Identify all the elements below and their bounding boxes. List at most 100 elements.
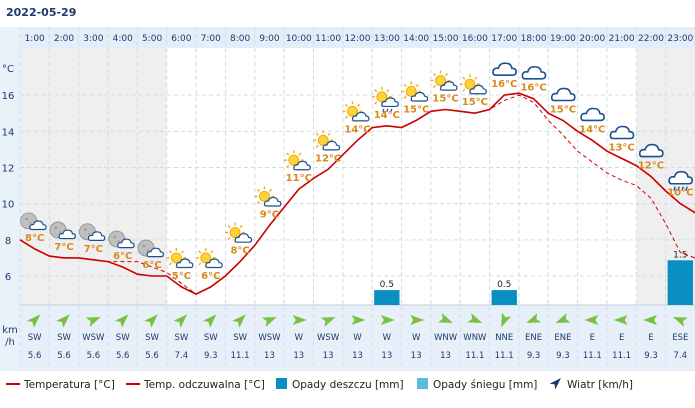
sun-cloud-icon <box>225 222 253 243</box>
night-partly-cloudy-icon <box>78 223 106 241</box>
wind-speed: 11.1 <box>231 351 250 361</box>
wind-arrow-shape <box>555 313 571 324</box>
cloud-shape <box>87 231 106 241</box>
night-shading <box>20 48 167 305</box>
wind-arrow-icon <box>26 314 41 328</box>
legend-label: Temperatura [°C] <box>23 379 115 391</box>
hour-label: 23:00 <box>667 34 693 44</box>
moon-crater <box>29 221 32 224</box>
sun-ray <box>474 76 478 80</box>
wind-arrow-shape <box>292 315 307 325</box>
wind-arrow-shape <box>672 316 688 327</box>
wind-direction: E <box>648 333 653 343</box>
wind-arrow-shape <box>467 313 483 324</box>
wind-direction: ENE <box>525 333 542 343</box>
wind-direction: SW <box>57 333 71 343</box>
wind-arrow-shape <box>584 315 599 325</box>
wind-speed: 11.1 <box>465 351 484 361</box>
wind-speed: 13 <box>440 351 451 361</box>
cloud-rain-icon <box>668 170 694 191</box>
legend-label: Temp. odczuwalna [°C] <box>143 379 265 391</box>
sun-ray <box>415 83 419 87</box>
y-tick-label: 14 <box>2 127 15 138</box>
cloud-icon <box>550 87 576 102</box>
sun-ray <box>168 250 172 254</box>
wind-speed: 11.1 <box>583 351 602 361</box>
sun-ray <box>298 152 302 156</box>
sun-disc <box>376 91 388 103</box>
sun-ray <box>374 101 378 105</box>
hour-label: 19:00 <box>550 34 576 44</box>
wind-speed: 5.6 <box>116 351 130 361</box>
hour-label: 12:00 <box>345 34 371 44</box>
sun-disc <box>229 227 241 238</box>
hourly-temp-label: 6°C <box>142 260 161 271</box>
sun-ray <box>315 132 319 136</box>
cloud-shape <box>609 125 635 140</box>
hourly-temp-label: 16°C <box>520 83 546 94</box>
wind-speed: 11.1 <box>495 351 514 361</box>
sun-disc <box>464 78 476 90</box>
sun-disc <box>435 75 446 86</box>
sun-cloud-icon <box>459 74 487 95</box>
wind-direction: W <box>295 333 304 343</box>
rain-drop <box>390 108 393 113</box>
hour-label: 14:00 <box>403 34 429 44</box>
wind-speed: 13 <box>264 351 275 361</box>
weather-icons <box>20 62 694 269</box>
hour-label: 9:00 <box>259 34 279 44</box>
cloud-icon <box>492 62 517 76</box>
cloud-shape <box>410 91 429 102</box>
legend-label: Opady śniegu [mm] <box>433 379 537 391</box>
temperature-lines <box>19 92 695 295</box>
wind-arrow-icon <box>173 314 188 328</box>
cloud-icon <box>580 107 605 122</box>
cloud-shape <box>351 111 370 122</box>
hour-label: 18:00 <box>521 34 547 44</box>
sun-ray <box>268 188 273 192</box>
cloud-shape <box>668 170 694 185</box>
moon-crater <box>88 232 91 235</box>
wind-direction: WSW <box>258 333 281 343</box>
wind-row: km/h SW5.6SW5.6WSW5.6SW5.6SW5.6SW7.4SW9.3… <box>2 312 688 361</box>
y-tick-label: 6 <box>5 272 11 283</box>
cloud-shape <box>263 196 282 207</box>
wind-direction: E <box>619 333 624 343</box>
hourly-temp-label: 15°C <box>403 104 429 115</box>
sun-disc <box>405 85 417 97</box>
temperature-line <box>19 92 695 295</box>
wind-speed: 5.6 <box>28 351 42 361</box>
moon-crater <box>147 249 150 252</box>
wind-arrow-icon <box>56 314 70 328</box>
cloud-shape <box>550 87 576 102</box>
grid-lines <box>19 27 695 371</box>
rain-value-label: 1.5 <box>673 250 687 260</box>
wind-direction: W <box>353 333 362 343</box>
cloud-shape <box>521 65 547 80</box>
rain-drop <box>673 186 676 191</box>
wind-speed: 11.1 <box>612 351 631 361</box>
y-axis: °C 6 8 10 12 14 16 <box>2 64 15 283</box>
hourly-temp-label: 9°C <box>260 209 279 220</box>
wind-arrow-icon <box>380 315 395 325</box>
wind-direction: SW <box>116 333 130 343</box>
wind-speed: 5.6 <box>145 351 159 361</box>
wind-arrow-icon <box>642 315 657 325</box>
hour-header <box>20 27 695 48</box>
wind-arrow-shape <box>642 315 657 325</box>
hour-label: 4:00 <box>113 34 133 44</box>
sun-ray <box>227 237 231 241</box>
moon-crater <box>113 235 117 239</box>
wind-direction: SW <box>233 333 247 343</box>
hourly-temp-label: 13°C <box>608 142 634 153</box>
rain-value-label: 0.5 <box>497 280 511 290</box>
hour-label: 6:00 <box>171 34 191 44</box>
hour-label: 7:00 <box>201 34 221 44</box>
wind-arrow-shape <box>144 314 158 328</box>
cloud-icon <box>521 65 547 80</box>
hour-label: 5:00 <box>142 34 162 44</box>
cloud-shape <box>580 107 605 122</box>
sun-disc <box>259 190 270 202</box>
moon-crater <box>117 239 120 242</box>
